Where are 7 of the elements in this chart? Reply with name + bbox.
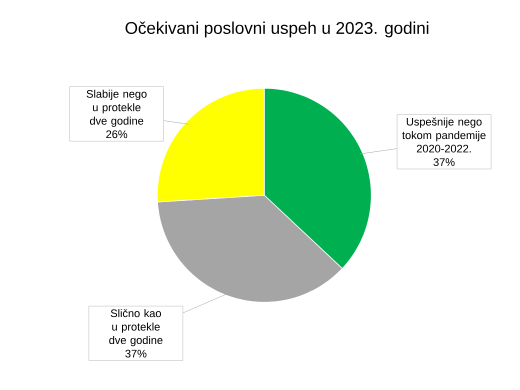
slice-label: Slabije nego u protekle dve godine	[86, 90, 147, 127]
chart-title: Očekivani poslovni uspeh u 2023. godini	[126, 21, 428, 38]
data-label: 37%	[434, 158, 455, 166]
slice-label: Uspešnije nego tokom pandemije 2020-2022.	[402, 118, 486, 153]
slice-label: Slično kao u protekle dve godine	[109, 309, 163, 346]
data-label: 26%	[106, 130, 128, 138]
data-label: 37%	[125, 350, 146, 358]
